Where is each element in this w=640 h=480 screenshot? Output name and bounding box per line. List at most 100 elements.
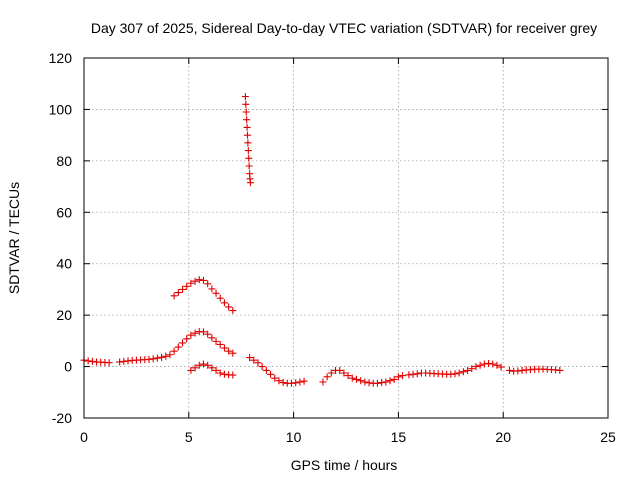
- data-point: [216, 340, 224, 348]
- data-point: [327, 369, 335, 377]
- data-point: [220, 299, 228, 307]
- data-point: [244, 147, 252, 155]
- data-point: [373, 379, 381, 387]
- y-axis-ticks: -20 0 20 40 60 80 100 120: [49, 50, 608, 426]
- data-point: [413, 370, 421, 378]
- data-point: [199, 360, 207, 368]
- y-tick-label: 0: [64, 359, 72, 375]
- data-point: [199, 328, 207, 336]
- data-point: [296, 378, 304, 386]
- y-tick-label: 20: [56, 307, 72, 323]
- series-upper-arc: [170, 276, 237, 315]
- data-point: [459, 368, 467, 376]
- data-point: [336, 366, 344, 374]
- data-point: [386, 377, 394, 385]
- data-point: [220, 344, 228, 352]
- data-point: [204, 280, 212, 288]
- data-point: [279, 379, 287, 387]
- data-point: [241, 93, 249, 101]
- x-tick-label: 10: [286, 429, 302, 445]
- data-point: [340, 369, 348, 377]
- data-point: [170, 347, 178, 355]
- data-point: [195, 276, 203, 284]
- data-point: [187, 331, 195, 339]
- data-point: [262, 366, 270, 374]
- data-point: [245, 154, 253, 162]
- data-point: [216, 294, 224, 302]
- data-point: [250, 356, 258, 364]
- data-point: [348, 374, 356, 382]
- data-point: [476, 361, 484, 369]
- chart-title: Day 307 of 2025, Sidereal Day-to-day VTE…: [91, 20, 597, 36]
- data-point: [187, 279, 195, 287]
- data-point: [394, 373, 402, 381]
- data-point: [191, 277, 199, 285]
- data-point: [245, 162, 253, 170]
- x-tick-label: 25: [600, 429, 616, 445]
- plot-frame: [83, 57, 609, 419]
- data-point: [199, 276, 207, 284]
- data-point: [267, 370, 275, 378]
- series-main-track: [80, 328, 564, 387]
- data-point: [357, 377, 365, 385]
- series-lower-arc: [187, 360, 237, 379]
- data-point: [399, 372, 407, 380]
- data-point: [344, 372, 352, 380]
- data-point: [170, 292, 178, 300]
- y-axis-label: SDTVAR / TECUs: [6, 182, 22, 294]
- data-point: [158, 353, 166, 361]
- data-point: [195, 361, 203, 369]
- data-point: [162, 352, 170, 360]
- data-point: [183, 282, 191, 290]
- x-axis-label: GPS time / hours: [291, 457, 398, 473]
- data-point: [300, 377, 308, 385]
- x-tick-label: 5: [185, 429, 193, 445]
- data-point: [489, 360, 497, 368]
- data-point: [216, 369, 224, 377]
- data-point: [254, 359, 262, 367]
- data-point: [319, 378, 327, 386]
- data-point: [149, 355, 157, 363]
- x-tick-label: 15: [391, 429, 407, 445]
- data-points: [80, 93, 564, 387]
- data-point: [174, 289, 182, 297]
- data-point: [204, 330, 212, 338]
- data-point: [390, 375, 398, 383]
- data-point: [187, 366, 195, 374]
- y-tick-label: 40: [56, 256, 72, 272]
- y-tick-label: 120: [49, 50, 73, 66]
- data-point: [455, 369, 463, 377]
- data-point: [179, 285, 187, 293]
- data-point: [174, 343, 182, 351]
- data-point: [352, 375, 360, 383]
- data-point: [361, 378, 369, 386]
- data-point: [229, 307, 237, 315]
- data-point: [271, 374, 279, 382]
- data-point: [323, 373, 331, 381]
- data-point: [464, 366, 472, 374]
- x-axis-ticks: 0 5 10 15 20 25: [80, 58, 616, 445]
- data-point: [468, 365, 476, 373]
- data-point: [242, 100, 250, 108]
- data-point: [246, 179, 254, 187]
- data-point: [382, 378, 390, 386]
- data-point: [229, 371, 237, 379]
- data-point: [191, 364, 199, 372]
- y-tick-label: 80: [56, 153, 72, 169]
- data-point: [204, 361, 212, 369]
- data-point: [183, 335, 191, 343]
- data-point: [505, 366, 513, 374]
- y-tick-label: -20: [52, 410, 72, 426]
- data-point: [472, 363, 480, 371]
- data-point: [258, 363, 266, 371]
- data-point: [212, 366, 220, 374]
- series-spike: [241, 93, 254, 187]
- data-point: [243, 131, 251, 139]
- data-point: [243, 116, 251, 124]
- data-point: [208, 285, 216, 293]
- data-point: [275, 377, 283, 385]
- data-point: [179, 339, 187, 347]
- data-point: [166, 351, 174, 359]
- data-point: [244, 139, 252, 147]
